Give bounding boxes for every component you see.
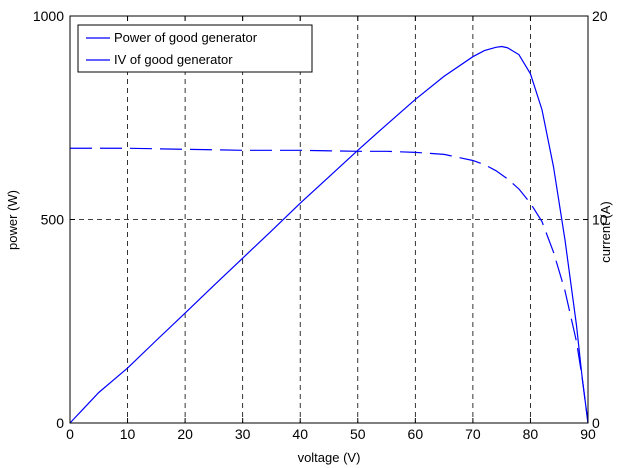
y-tick-label: 0 [56,415,64,431]
plot-area [70,16,588,423]
x-tick-label: 50 [350,426,366,442]
y2-tick-label: 0 [592,415,600,431]
series-layer [69,45,589,424]
y2-tick-label: 20 [592,8,608,24]
x-tick-label: 20 [177,426,193,442]
legend-label-iv: IV of good generator [114,52,233,67]
legend-box [77,24,313,73]
x-tick-label: 90 [580,426,596,442]
plot-frame [69,15,589,424]
y-tick-label: 500 [41,212,65,228]
y-axis-label: power (W) [5,190,20,250]
x-tick-label: 70 [465,426,481,442]
series-line-power [69,45,589,424]
x-tick-label: 30 [235,426,251,442]
x-tick-label: 10 [120,426,136,442]
y2-axis-label: current (A) [598,201,613,262]
x-tick-label: 60 [408,426,424,442]
grid [70,16,588,423]
legend: Power of good generator IV of good gener… [77,24,313,73]
x-tick-label: 80 [523,426,539,442]
x-tick-label: 0 [66,426,74,442]
y2-tick-label: 10 [592,212,608,228]
x-tick-label: 40 [292,426,308,442]
series-line-iv [70,147,589,424]
y-tick-label: 1000 [33,8,64,24]
legend-label-power: Power of good generator [114,30,258,45]
x-axis-label: voltage (V) [298,450,361,465]
